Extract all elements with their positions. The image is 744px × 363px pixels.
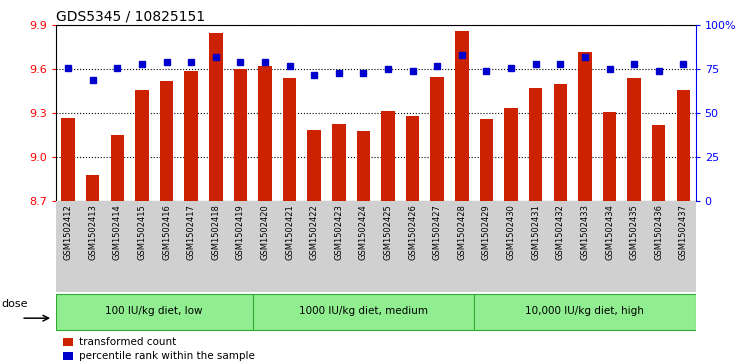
- Text: GSM1502419: GSM1502419: [236, 204, 245, 260]
- Bar: [652, 125, 665, 201]
- Bar: [61, 118, 75, 201]
- Text: GSM1502427: GSM1502427: [433, 204, 442, 260]
- Text: GSM1502437: GSM1502437: [679, 204, 688, 260]
- Text: GSM1502429: GSM1502429: [482, 204, 491, 260]
- Bar: [160, 81, 173, 201]
- Bar: [283, 78, 296, 201]
- Text: 1000 IU/kg diet, medium: 1000 IU/kg diet, medium: [299, 306, 428, 317]
- Text: GSM1502425: GSM1502425: [383, 204, 393, 260]
- Bar: [627, 78, 641, 201]
- Bar: [676, 90, 690, 201]
- Text: 100 IU/kg diet, low: 100 IU/kg diet, low: [106, 306, 203, 317]
- Text: percentile rank within the sample: percentile rank within the sample: [79, 351, 254, 362]
- Text: GSM1502422: GSM1502422: [310, 204, 318, 260]
- Text: 10,000 IU/kg diet, high: 10,000 IU/kg diet, high: [525, 306, 644, 317]
- Text: GSM1502424: GSM1502424: [359, 204, 368, 260]
- Text: GSM1502413: GSM1502413: [89, 204, 97, 260]
- Text: GDS5345 / 10825151: GDS5345 / 10825151: [56, 9, 205, 23]
- Bar: [209, 33, 222, 201]
- Bar: [56, 294, 253, 330]
- Text: GSM1502426: GSM1502426: [408, 204, 417, 260]
- Bar: [307, 130, 321, 201]
- Text: GSM1502430: GSM1502430: [507, 204, 516, 260]
- Text: GSM1502428: GSM1502428: [458, 204, 466, 260]
- Bar: [529, 89, 542, 201]
- Bar: [480, 119, 493, 201]
- Bar: [603, 112, 616, 201]
- Text: GSM1502415: GSM1502415: [138, 204, 147, 260]
- Text: GSM1502433: GSM1502433: [580, 204, 589, 260]
- Text: GSM1502421: GSM1502421: [285, 204, 294, 260]
- Text: GSM1502418: GSM1502418: [211, 204, 220, 260]
- Bar: [185, 71, 198, 201]
- Text: GSM1502412: GSM1502412: [63, 204, 73, 260]
- Text: GSM1502434: GSM1502434: [605, 204, 614, 260]
- Bar: [431, 77, 444, 201]
- Text: GSM1502435: GSM1502435: [629, 204, 638, 260]
- Bar: [86, 175, 100, 201]
- Bar: [455, 31, 469, 201]
- Bar: [356, 131, 371, 201]
- Text: GSM1502432: GSM1502432: [556, 204, 565, 260]
- Text: dose: dose: [1, 299, 28, 309]
- Bar: [332, 124, 345, 201]
- Bar: [381, 110, 395, 201]
- Text: GSM1502414: GSM1502414: [113, 204, 122, 260]
- Text: GSM1502420: GSM1502420: [260, 204, 269, 260]
- Text: transformed count: transformed count: [79, 337, 176, 347]
- Bar: [234, 69, 247, 201]
- Text: GSM1502416: GSM1502416: [162, 204, 171, 260]
- Text: GSM1502431: GSM1502431: [531, 204, 540, 260]
- Bar: [258, 66, 272, 201]
- Bar: [406, 117, 420, 201]
- Bar: [253, 294, 474, 330]
- Text: GSM1502423: GSM1502423: [334, 204, 343, 260]
- Bar: [578, 52, 591, 201]
- Bar: [504, 107, 518, 201]
- Text: GSM1502417: GSM1502417: [187, 204, 196, 260]
- Text: GSM1502436: GSM1502436: [654, 204, 663, 260]
- Bar: [135, 90, 149, 201]
- Bar: [111, 135, 124, 201]
- Bar: [554, 84, 567, 201]
- Bar: [474, 294, 696, 330]
